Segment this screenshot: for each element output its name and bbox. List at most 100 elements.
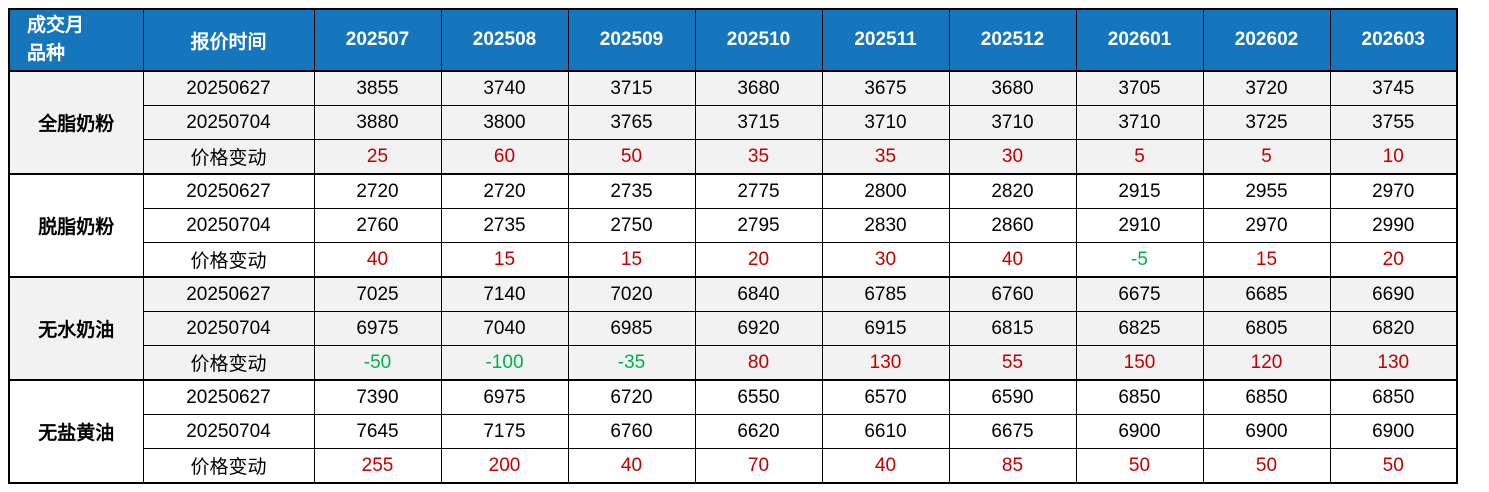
price-change-cell: 15 [440, 242, 569, 278]
corner-cell: 成交月 品种 [8, 8, 144, 72]
price-cell: 6675 [1075, 276, 1204, 312]
price-cell: 6975 [440, 379, 569, 415]
price-cell: 6675 [948, 414, 1077, 449]
price-change-cell: 70 [694, 448, 823, 484]
price-cell: 6805 [1202, 311, 1331, 346]
quote-date-cell: 20250627 [142, 70, 315, 106]
table-row: 无盐黄油 20250627 7390 6975 6720 6550 6570 6590 6850… [8, 379, 1458, 484]
price-change-cell: 30 [948, 139, 1077, 175]
price-cell: 6900 [1329, 414, 1458, 449]
corner-cell-content: 成交月 品种 [10, 14, 142, 65]
month-header-202601: 202601 [1075, 8, 1204, 72]
price-table: 成交月 品种 报价时间 202507 202508 202509 202510 2025… [8, 8, 1458, 484]
price-cell: 6900 [1075, 414, 1204, 449]
table-row: 全脂奶粉 20250627 3855 3740 3715 3680 3675 3680 3705… [8, 70, 1458, 175]
price-cell: 2760 [313, 208, 442, 243]
change-row-label-cell: 价格变动 [142, 242, 315, 278]
price-change-cell: 60 [440, 139, 569, 175]
price-cell: 6785 [821, 276, 950, 312]
table-row: 20250704 3880 3800 3765 3715 3710 3710 3710 3725… [9, 105, 1458, 140]
price-cell: 6900 [1202, 414, 1331, 449]
quote-date-cell: 20250627 [142, 379, 315, 415]
price-change-cell: 20 [1329, 242, 1458, 278]
price-cell: 7140 [440, 276, 569, 312]
price-cell: 3755 [1329, 105, 1458, 140]
price-cell: 7390 [313, 379, 442, 415]
price-cell: 6840 [694, 276, 823, 312]
price-cell: 6850 [1075, 379, 1204, 415]
price-cell: 2970 [1202, 208, 1331, 243]
month-header-202507: 202507 [313, 8, 442, 72]
price-cell: 6760 [567, 414, 696, 449]
price-cell: 6815 [948, 311, 1077, 346]
price-change-cell: 50 [567, 139, 696, 175]
price-change-cell: 5 [1202, 139, 1331, 175]
price-cell: 3745 [1329, 70, 1458, 106]
corner-line-variety: 品种 [27, 42, 66, 64]
product-name-cell: 脱脂奶粉 [8, 173, 144, 278]
price-cell: 7020 [567, 276, 696, 312]
corner-line-month: 成交月 [27, 14, 85, 36]
price-cell: 3710 [821, 105, 950, 140]
price-cell: 7025 [313, 276, 442, 312]
price-cell: 6915 [821, 311, 950, 346]
price-cell: 2795 [694, 208, 823, 243]
price-change-cell: 20 [694, 242, 823, 278]
price-cell: 3800 [440, 105, 569, 140]
price-cell: 2820 [948, 173, 1077, 209]
price-cell: 6610 [821, 414, 950, 449]
price-change-cell: -100 [440, 345, 569, 381]
price-change-cell: 40 [948, 242, 1077, 278]
change-row-label-cell: 价格变动 [142, 139, 315, 175]
price-cell: 3715 [694, 105, 823, 140]
quote-date-cell: 20250704 [142, 208, 315, 243]
price-cell: 2860 [948, 208, 1077, 243]
price-cell: 7040 [440, 311, 569, 346]
price-cell: 2800 [821, 173, 950, 209]
month-header-202603: 202603 [1329, 8, 1458, 72]
price-cell: 2830 [821, 208, 950, 243]
table-row: 价格变动 -50 -100 -35 80 130 55 150 120 130 [9, 345, 1458, 381]
price-cell: 2990 [1329, 208, 1458, 243]
price-cell: 7175 [440, 414, 569, 449]
month-header-202509: 202509 [567, 8, 696, 72]
price-cell: 3765 [567, 105, 696, 140]
price-cell: 6550 [694, 379, 823, 415]
price-cell: 6620 [694, 414, 823, 449]
price-cell: 6685 [1202, 276, 1331, 312]
price-cell: 3710 [948, 105, 1077, 140]
price-change-cell: 130 [1329, 345, 1458, 381]
price-change-cell: 50 [1329, 448, 1458, 484]
quote-date-cell: 20250627 [142, 276, 315, 312]
price-change-cell: 35 [821, 139, 950, 175]
price-change-cell: 40 [821, 448, 950, 484]
price-change-cell: 15 [567, 242, 696, 278]
price-cell: 2735 [567, 173, 696, 209]
price-cell: 6920 [694, 311, 823, 346]
price-cell: 6850 [1329, 379, 1458, 415]
price-cell: 3680 [694, 70, 823, 106]
price-cell: 6690 [1329, 276, 1458, 312]
price-cell: 3680 [948, 70, 1077, 106]
price-cell: 3710 [1075, 105, 1204, 140]
price-cell: 2775 [694, 173, 823, 209]
price-cell: 2915 [1075, 173, 1204, 209]
price-change-cell: -50 [313, 345, 442, 381]
quote-date-cell: 20250627 [142, 173, 315, 209]
header-row: 成交月 品种 报价时间 202507 202508 202509 202510 2025… [8, 8, 1458, 72]
change-row-label-cell: 价格变动 [142, 345, 315, 381]
price-cell: 2750 [567, 208, 696, 243]
price-change-cell: -35 [567, 345, 696, 381]
price-cell: 6975 [313, 311, 442, 346]
price-change-cell: 40 [313, 242, 442, 278]
price-change-cell: 10 [1329, 139, 1458, 175]
quote-date-cell: 20250704 [142, 105, 315, 140]
price-cell: 6985 [567, 311, 696, 346]
price-cell: 6590 [948, 379, 1077, 415]
price-change-cell: 15 [1202, 242, 1331, 278]
price-change-cell: 50 [1075, 448, 1204, 484]
price-change-cell: 25 [313, 139, 442, 175]
price-cell: 3715 [567, 70, 696, 106]
month-header-202508: 202508 [440, 8, 569, 72]
price-cell: 3725 [1202, 105, 1331, 140]
